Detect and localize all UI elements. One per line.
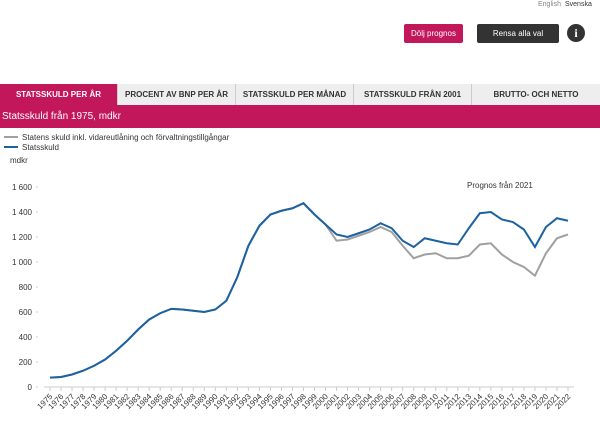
y-tick-label: 400 [19, 333, 33, 342]
y-tick-label: 600 [19, 308, 33, 317]
tab[interactable]: BRUTTO- OCH NETTO [472, 84, 600, 105]
y-tick-label: 200 [19, 358, 33, 367]
y-tick-label: 1 000 [12, 258, 33, 267]
clear-button[interactable]: Rensa alla val [477, 24, 559, 43]
y-tick-label: 1 200 [12, 233, 33, 242]
y-tick-label: 1 600 [12, 183, 33, 192]
tab[interactable]: PROCENT AV BNP PER ÅR [118, 84, 236, 105]
y-tick-label: 1 400 [12, 208, 33, 217]
tab[interactable]: STATSSKULD FRÅN 2001 [354, 84, 472, 105]
tab[interactable]: STATSSKULD PER MÅNAD [236, 84, 354, 105]
tab[interactable]: STATSSKULD PER ÅR [0, 84, 118, 105]
y-tick-label: 800 [19, 283, 33, 292]
y-tick-label: 0 [28, 383, 33, 392]
legend-label: Statens skuld inkl. vidareutlåning och f… [22, 133, 230, 142]
lang-link[interactable]: English [538, 1, 561, 8]
info-icon[interactable]: i [567, 24, 585, 42]
hide-forecast-button[interactable]: Dölj prognos [404, 24, 463, 43]
y-axis-label: mdkr [10, 156, 28, 165]
lang-link[interactable]: Svenska [565, 1, 592, 8]
legend-label: Statsskuld [22, 143, 59, 152]
annotation: Prognos från 2021 [467, 181, 533, 190]
panel-title: Statsskuld från 1975, mdkr [2, 111, 121, 122]
series-line [49, 202, 569, 379]
panel-header: Statsskuld från 1975, mdkr [0, 105, 600, 128]
series-line [49, 202, 569, 379]
